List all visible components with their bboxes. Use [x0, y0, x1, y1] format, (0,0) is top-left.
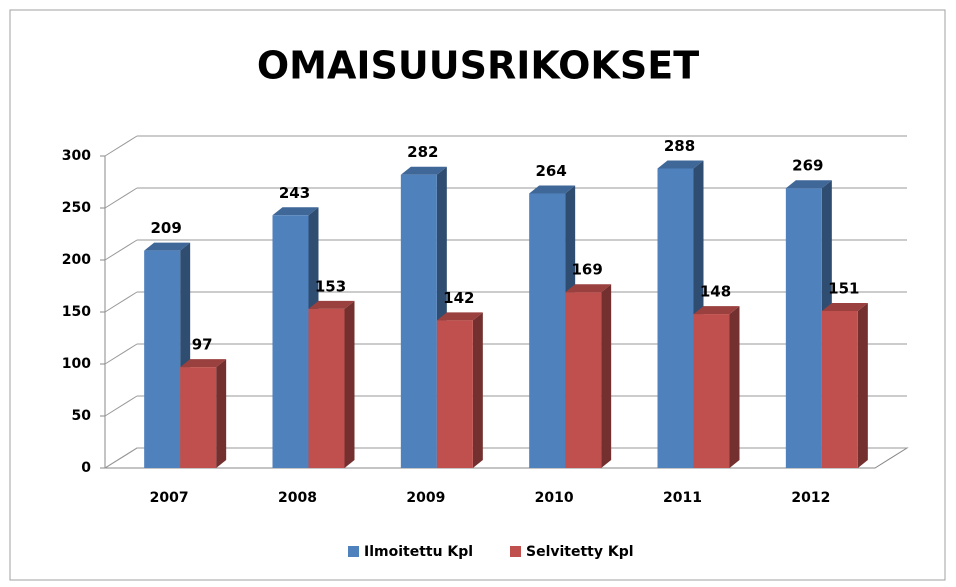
data-label: 264: [536, 162, 567, 180]
y-tick-label: 100: [62, 356, 91, 372]
bar-side: [730, 306, 740, 468]
bar-side: [345, 301, 355, 468]
x-tick-label: 2008: [278, 490, 317, 506]
bar: [437, 320, 473, 468]
data-label: 142: [443, 289, 474, 307]
data-label: 209: [151, 219, 182, 237]
x-tick-label: 2010: [535, 490, 574, 506]
legend-swatch: [348, 546, 359, 557]
bar: [529, 193, 565, 468]
legend-swatch: [510, 546, 521, 557]
bar: [401, 175, 437, 468]
data-label: 148: [700, 283, 731, 301]
legend-label: Ilmoitettu Kpl: [364, 544, 473, 560]
bar: [309, 309, 345, 468]
x-tick-label: 2007: [150, 490, 189, 506]
chart-title: OMAISUUSRIKOKSET: [257, 44, 699, 88]
y-tick-label: 250: [62, 200, 91, 216]
legend-label: Selvitetty Kpl: [526, 544, 634, 560]
data-label: 169: [572, 261, 603, 279]
y-tick-label: 200: [62, 252, 91, 268]
x-tick-label: 2012: [791, 490, 830, 506]
bar-side: [601, 284, 611, 468]
y-tick-label: 300: [62, 148, 91, 164]
bar: [273, 215, 309, 468]
bar-side: [216, 359, 226, 468]
bar: [658, 168, 694, 468]
data-label: 153: [315, 277, 346, 295]
y-tick-label: 150: [62, 304, 91, 320]
data-label: 269: [792, 157, 823, 175]
y-tick-label: 50: [72, 408, 92, 424]
chart: OMAISUUSRIKOKSET 0 50 100 150 200 250 300 2007 2…: [0, 0, 956, 583]
bar: [144, 251, 180, 468]
y-tick-label: 0: [81, 460, 91, 476]
data-label: 282: [407, 143, 438, 161]
data-label: 151: [828, 279, 859, 297]
bar-side: [473, 312, 483, 468]
bar: [786, 188, 822, 468]
data-label: 288: [664, 137, 695, 155]
data-label: 243: [279, 184, 310, 202]
bar: [822, 311, 858, 468]
bar: [694, 314, 730, 468]
bar: [180, 367, 216, 468]
bar: [565, 292, 601, 468]
data-label: 97: [192, 336, 213, 354]
x-tick-label: 2011: [663, 490, 702, 506]
x-tick-label: 2009: [406, 490, 445, 506]
bar-side: [858, 303, 868, 468]
